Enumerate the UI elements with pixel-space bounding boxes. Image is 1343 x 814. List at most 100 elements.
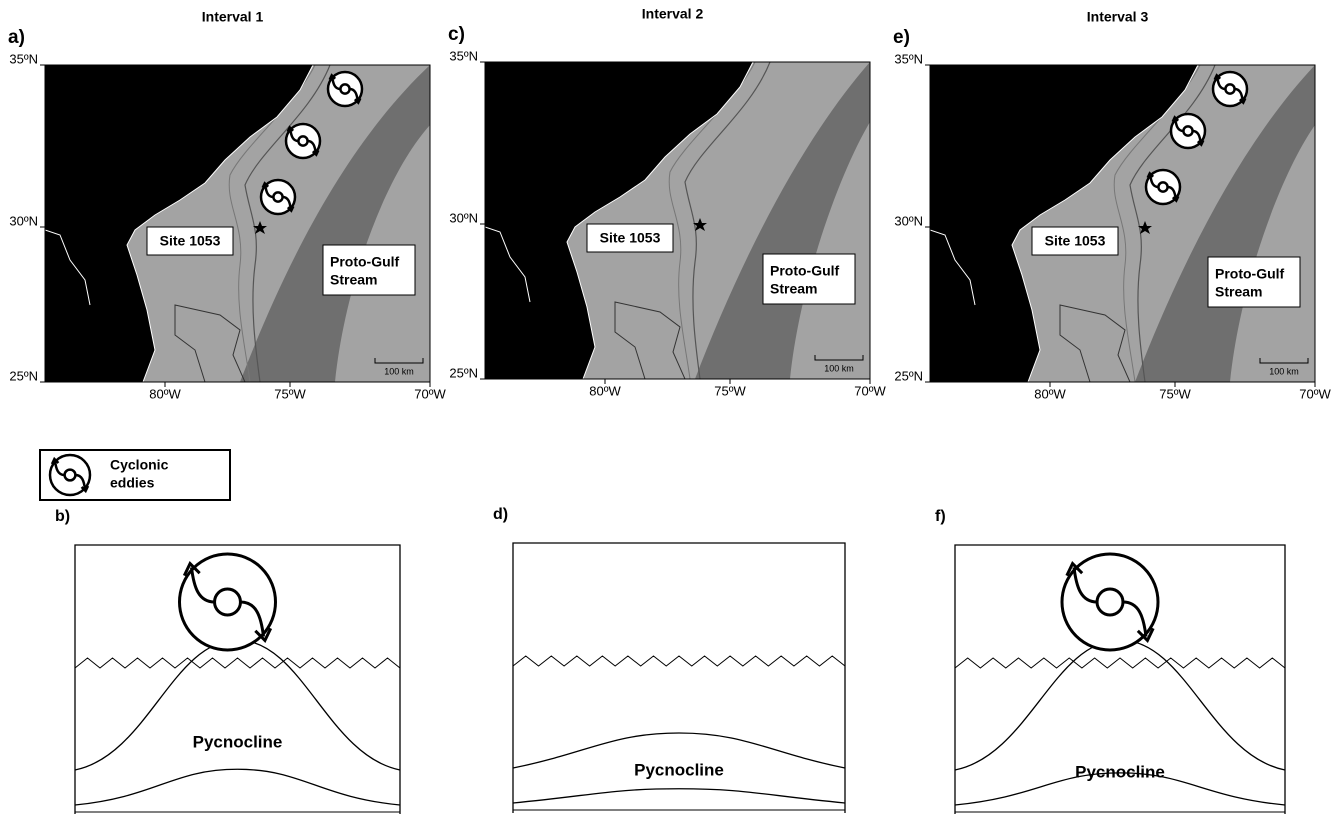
- eddy-arrow: [1216, 76, 1226, 91]
- eddy-arrow: [1234, 87, 1244, 102]
- eddy-arrow: [307, 139, 317, 154]
- eddy-core: [297, 135, 309, 147]
- current-label: Stream: [1215, 284, 1262, 300]
- scale-label: 100 km: [384, 366, 414, 376]
- gulf-coast: [930, 229, 976, 306]
- eddy-arrowhead: [261, 181, 270, 189]
- pycnocline-bottom: [74, 768, 401, 806]
- map-body: [930, 65, 1315, 382]
- current-label: Proto-Gulf: [330, 254, 400, 270]
- gulf-coast: [45, 229, 91, 306]
- map-frame: [44, 64, 431, 383]
- eddy-arrow: [53, 460, 65, 477]
- eddy-arrowhead: [254, 627, 273, 643]
- eddy-core: [1182, 125, 1194, 137]
- legend-label: Cyclonic: [110, 457, 169, 473]
- map-panel: Interval 2 c) Site 1053 Proto-Gulf Stream 100…: [448, 6, 886, 399]
- section-frame: [512, 542, 846, 813]
- lat-label: 30ºN: [894, 213, 923, 228]
- lon-label: 75ºW: [274, 386, 306, 401]
- proto-gulf-stream-band: [1135, 65, 1315, 382]
- eddy-arrow: [1174, 118, 1184, 133]
- lat-label: 35ºN: [894, 51, 923, 66]
- pycnocline-label: Pycnocline: [193, 732, 283, 751]
- scale-bar: [1259, 358, 1309, 364]
- panel-title: Interval 2: [642, 6, 704, 22]
- lon-label: 80ºW: [589, 383, 621, 398]
- lat-label: 25ºN: [9, 368, 38, 383]
- lat-label: 25ºN: [449, 365, 478, 380]
- eddy-core: [339, 83, 351, 95]
- panel-title: Interval 1: [202, 9, 264, 25]
- section-panel: b) Pycnocline: [55, 508, 401, 814]
- site-box: [146, 226, 234, 256]
- lat-label: 35ºN: [449, 48, 478, 63]
- eddy-arrow: [1192, 129, 1202, 144]
- site-star: [1138, 221, 1152, 234]
- lon-label: 75ºW: [714, 383, 746, 398]
- pycnocline-label: Pycnocline: [1075, 762, 1165, 781]
- eddy-core: [1157, 181, 1169, 193]
- bahamas: [174, 304, 246, 382]
- eddy-icon: [326, 70, 364, 108]
- map-frame: [484, 61, 871, 380]
- eddy-arrow: [75, 473, 87, 490]
- section-frame: [954, 544, 1286, 814]
- map-panel: Interval 1 a) Site 1053 Proto-Gulf Stream 100…: [8, 9, 446, 402]
- pycnocline-top: [512, 732, 846, 769]
- lon-label: 70ºW: [854, 383, 886, 398]
- current-box: [322, 244, 416, 296]
- section-frame: [74, 544, 401, 814]
- eddy-core: [213, 587, 242, 617]
- eddy-core: [63, 468, 77, 482]
- panel-label: b): [55, 508, 70, 525]
- site-label: Site 1053: [160, 233, 221, 249]
- eddy-arrow: [331, 76, 341, 91]
- panel-label: c): [448, 24, 465, 45]
- pycnocline-top: [954, 639, 1286, 771]
- eddy-arrowhead: [1196, 139, 1205, 147]
- eddy-icon: [1144, 168, 1182, 206]
- eddy-arrowhead: [286, 125, 295, 133]
- eddy-icon: [1211, 70, 1249, 108]
- pycnocline-label: Pycnocline: [634, 760, 724, 779]
- section-panel: d) Pycnocline: [493, 506, 846, 813]
- lon-label: 70ºW: [1299, 386, 1331, 401]
- section-panel: f) Pycnocline: [935, 508, 1286, 814]
- land: [45, 65, 314, 382]
- current-box: [1207, 256, 1301, 308]
- site-star: [253, 221, 267, 234]
- lat-label: 35ºN: [9, 51, 38, 66]
- site-label: Site 1053: [600, 230, 661, 246]
- scale-bar: [814, 355, 864, 361]
- map-panel: Interval 3 e) Site 1053 Proto-Gulf Stream 100…: [893, 9, 1331, 402]
- panel-label: a): [8, 27, 25, 48]
- site-star: [693, 218, 707, 231]
- lat-label: 25ºN: [894, 368, 923, 383]
- current-box: [762, 253, 856, 305]
- legend-label: eddies: [110, 475, 155, 491]
- eddy-arrowhead: [1136, 627, 1155, 643]
- current-label: Proto-Gulf: [1215, 266, 1285, 282]
- current-label: Proto-Gulf: [770, 263, 840, 279]
- eddy-arrow: [1072, 567, 1098, 604]
- pycnocline-bottom: [512, 788, 846, 804]
- pycnocline-bottom: [954, 772, 1286, 806]
- map-body: [45, 65, 430, 382]
- land: [930, 65, 1199, 382]
- eddy-core: [1095, 587, 1125, 617]
- eddy-arrow: [289, 128, 299, 143]
- map-frame: [929, 64, 1316, 383]
- eddy-arrowhead: [311, 149, 320, 157]
- eddy-arrow: [240, 600, 265, 637]
- eddy-arrow: [190, 567, 215, 604]
- eddy-arrowhead: [182, 561, 201, 577]
- eddy-arrow: [1167, 185, 1177, 200]
- eddy-arrowhead: [1238, 97, 1247, 105]
- eddy-arrowhead: [50, 456, 60, 465]
- shelf-contour: [244, 65, 331, 382]
- eddy-arrow: [282, 195, 292, 210]
- eddy-arrowhead: [353, 97, 362, 105]
- scale-label: 100 km: [824, 363, 854, 373]
- eddy-icon: [284, 122, 322, 160]
